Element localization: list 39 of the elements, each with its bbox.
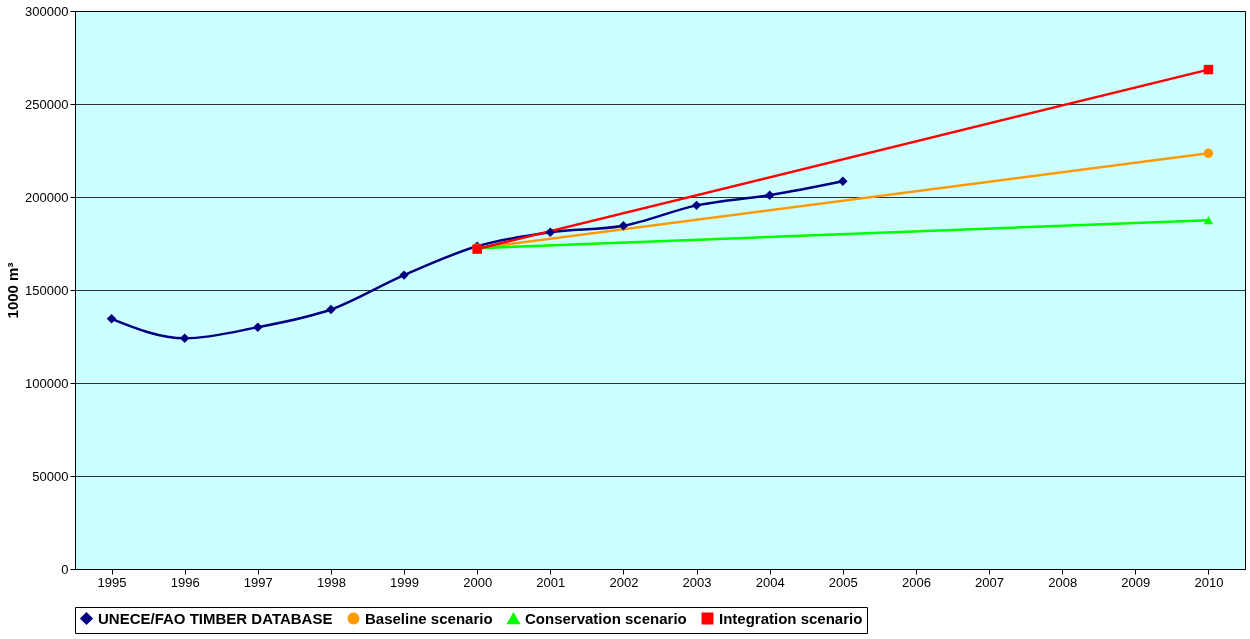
x-tick-label: 2006 [901, 574, 931, 590]
point [253, 322, 263, 332]
point [545, 227, 556, 238]
x-tick-label: 1997 [243, 574, 273, 590]
point [764, 190, 775, 200]
y-tick-label: 0 [61, 561, 69, 577]
point [179, 333, 190, 344]
y-tick-label: 200000 [25, 189, 69, 205]
x-tick-label: 1995 [97, 574, 127, 590]
x-tick-label: 2007 [975, 574, 1005, 590]
point [618, 221, 629, 231]
x-tick-label: 1999 [390, 574, 420, 590]
y-tick-label: 300000 [25, 3, 69, 19]
y-axis-title: 1000 m³ [4, 262, 22, 319]
x-tick-label: 2001 [536, 574, 566, 590]
point [691, 200, 702, 211]
x-tick-label: 2000 [463, 574, 493, 590]
point [106, 314, 117, 324]
x-tick-label: 2005 [828, 574, 858, 590]
y-tick-label: 50000 [32, 468, 69, 484]
point [838, 176, 848, 186]
y-tick-label: 150000 [25, 282, 69, 298]
point [1203, 148, 1214, 159]
point [326, 304, 336, 315]
x-tick-label: 2010 [1194, 574, 1224, 590]
y-tick-label: 100000 [25, 375, 69, 391]
y-tick-label: 250000 [25, 96, 69, 112]
x-tick-label: 2002 [609, 574, 639, 590]
legend-label: Baseline scenario [365, 609, 493, 627]
x-tick-label: 1998 [316, 574, 346, 590]
legend-label: UNECE/FAO TIMBER DATABASE [98, 609, 333, 627]
x-tick-label: 2009 [1121, 574, 1151, 590]
legend-label: Conservation scenario [525, 609, 687, 627]
x-tick-label: 2008 [1048, 574, 1078, 590]
point [1203, 64, 1214, 75]
x-tick-label: 1996 [170, 574, 200, 590]
x-tick-label: 2003 [682, 574, 712, 590]
legend-label: Integration scenario [719, 609, 863, 627]
x-tick-label: 2004 [755, 574, 785, 590]
